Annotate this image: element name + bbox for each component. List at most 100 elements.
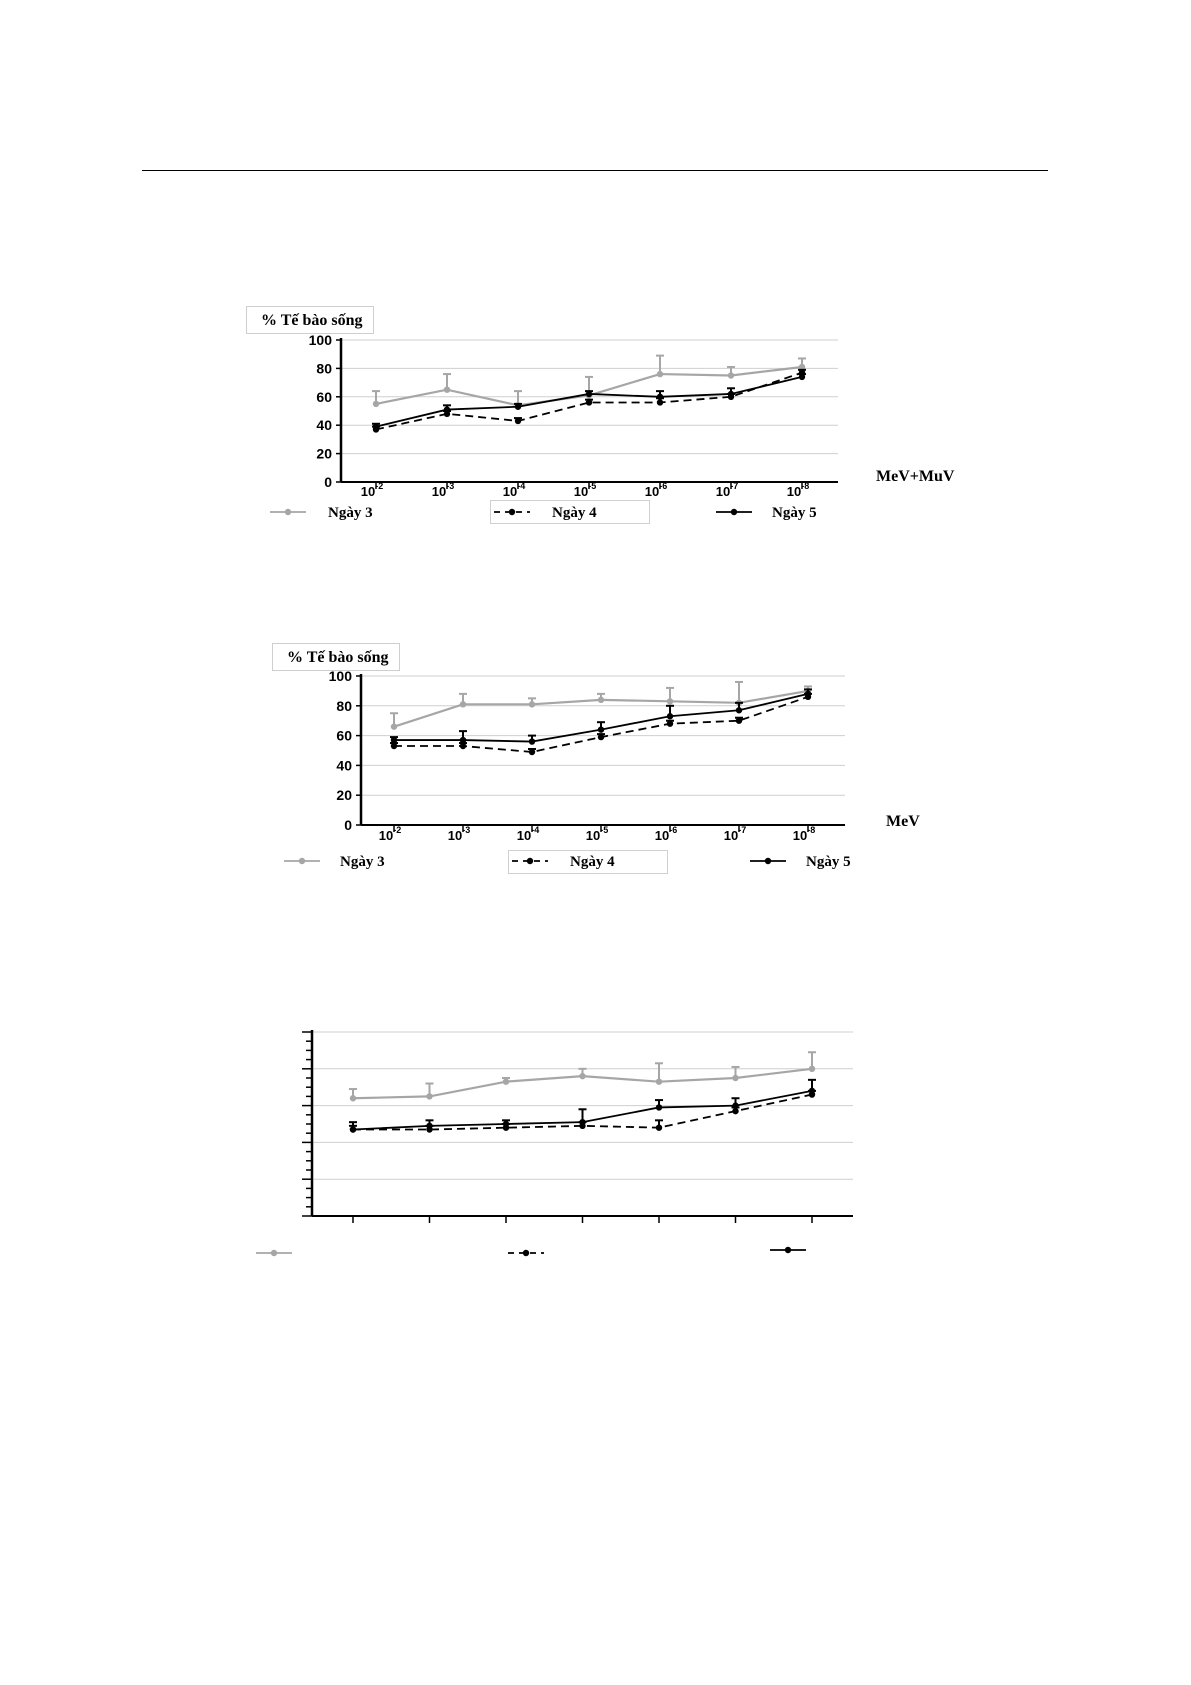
header-rule bbox=[142, 170, 1048, 171]
data-point bbox=[727, 390, 735, 398]
x-tick-exponent: -2 bbox=[375, 481, 383, 491]
data-point bbox=[727, 372, 735, 379]
data-point bbox=[656, 370, 664, 378]
data-point bbox=[798, 373, 806, 381]
data-point bbox=[349, 1126, 357, 1133]
data-point bbox=[426, 1122, 433, 1130]
chart2-legend-box bbox=[508, 850, 668, 874]
chart1-legend-box bbox=[490, 500, 650, 524]
x-tick-exponent: -2 bbox=[393, 825, 401, 835]
data-point bbox=[514, 417, 522, 425]
data-point bbox=[426, 1093, 433, 1100]
x-tick-exponent: -6 bbox=[659, 481, 667, 491]
data-point bbox=[443, 406, 451, 413]
chart1-ylabel: % Tế bào sống bbox=[246, 306, 374, 334]
series-3: Ngày 5 bbox=[372, 373, 817, 521]
y-tick-label: 60 bbox=[336, 728, 352, 744]
data-point bbox=[798, 363, 806, 371]
data-point bbox=[656, 399, 664, 406]
series-1: Ngày 3 bbox=[284, 680, 812, 870]
data-point bbox=[666, 720, 674, 727]
x-tick-exponent: -3 bbox=[446, 481, 454, 491]
data-point bbox=[514, 403, 522, 410]
data-point bbox=[735, 717, 743, 724]
data-point bbox=[502, 1120, 510, 1128]
data-point bbox=[732, 1074, 739, 1082]
x-tick-exponent: -5 bbox=[588, 481, 596, 491]
legend-label: Ngày 5 bbox=[772, 505, 817, 521]
data-point bbox=[804, 690, 812, 698]
y-tick-label: 40 bbox=[336, 757, 352, 773]
legend-label: Ngày 3 bbox=[340, 854, 385, 870]
data-point bbox=[732, 1107, 739, 1115]
data-point bbox=[390, 742, 398, 750]
x-tick-label: 10-3 bbox=[432, 481, 454, 499]
data-point bbox=[655, 1124, 663, 1131]
series-3 bbox=[349, 1078, 816, 1254]
y-tick-label: 20 bbox=[316, 446, 332, 462]
x-tick-label: 10-8 bbox=[793, 825, 815, 843]
legend-marker bbox=[270, 1249, 278, 1257]
chart-2: 0 20 40 60 80 100 10-2 10-3 10-4 10-5 10-6 10-7 10-8… bbox=[284, 668, 920, 870]
data-point bbox=[528, 738, 536, 745]
chart-1: 0 20 40 60 80 100 10-2 10-3 10-4 10-5 10-6 10-7 10-8… bbox=[270, 332, 955, 521]
x-tick-label: 10-5 bbox=[586, 825, 608, 843]
x-tick-label: 10-8 bbox=[787, 481, 809, 499]
data-point bbox=[390, 723, 398, 730]
y-tick-label: 80 bbox=[316, 360, 332, 376]
x-tick-label: 10-4 bbox=[503, 481, 525, 499]
y-tick-label: 0 bbox=[344, 817, 352, 833]
x-axis-label: MeV bbox=[886, 813, 920, 830]
data-point bbox=[732, 1102, 739, 1109]
legend-marker bbox=[526, 857, 534, 865]
y-tick-label: 20 bbox=[336, 787, 352, 803]
data-point bbox=[579, 1118, 586, 1126]
data-point bbox=[443, 386, 451, 393]
x-tick-exponent: -4 bbox=[531, 825, 539, 835]
data-point bbox=[579, 1072, 586, 1080]
series-3: Ngày 5 bbox=[390, 688, 851, 870]
data-point bbox=[597, 733, 605, 741]
data-point bbox=[372, 400, 380, 408]
y-tick-label: 60 bbox=[316, 389, 332, 405]
data-point bbox=[585, 399, 593, 406]
legend-marker bbox=[764, 857, 772, 865]
x-tick-label: 10-7 bbox=[724, 825, 746, 843]
data-point bbox=[459, 701, 467, 708]
data-point bbox=[666, 713, 674, 720]
y-tick-label: 100 bbox=[309, 332, 333, 348]
x-tick-exponent: -3 bbox=[462, 825, 470, 835]
data-point bbox=[735, 707, 743, 714]
data-point bbox=[655, 1104, 663, 1111]
data-point bbox=[459, 736, 467, 744]
data-point bbox=[808, 1065, 816, 1073]
data-point bbox=[597, 726, 605, 733]
x-tick-exponent: -8 bbox=[801, 481, 809, 491]
legend-marker bbox=[284, 508, 292, 516]
legend-marker bbox=[730, 508, 738, 516]
data-point bbox=[459, 742, 467, 750]
data-point bbox=[666, 698, 674, 705]
y-tick-label: 40 bbox=[316, 417, 332, 433]
y-tick-label: 100 bbox=[329, 668, 353, 684]
legend-marker bbox=[508, 508, 516, 516]
legend-label: Ngày 5 bbox=[806, 854, 851, 870]
x-axis-label: MeV+MuV bbox=[876, 468, 955, 485]
legend-label: Ngày 4 bbox=[552, 505, 597, 521]
data-point bbox=[597, 696, 605, 704]
x-tick-label: 10-4 bbox=[517, 825, 539, 843]
data-point bbox=[372, 423, 380, 430]
chart-3 bbox=[256, 1030, 853, 1257]
data-point bbox=[655, 1078, 663, 1085]
y-tick-label: 0 bbox=[324, 474, 332, 490]
data-point bbox=[349, 1095, 357, 1102]
x-tick-label: 10-6 bbox=[645, 481, 667, 499]
x-tick-label: 10-7 bbox=[716, 481, 738, 499]
x-tick-exponent: -7 bbox=[730, 481, 738, 491]
chart2-ylabel: % Tế bào sống bbox=[272, 643, 400, 671]
x-tick-label: 10-5 bbox=[574, 481, 596, 499]
legend-label: Ngày 3 bbox=[328, 505, 373, 521]
data-point bbox=[390, 736, 398, 744]
x-tick-exponent: -7 bbox=[738, 825, 746, 835]
legend-marker bbox=[784, 1246, 792, 1254]
